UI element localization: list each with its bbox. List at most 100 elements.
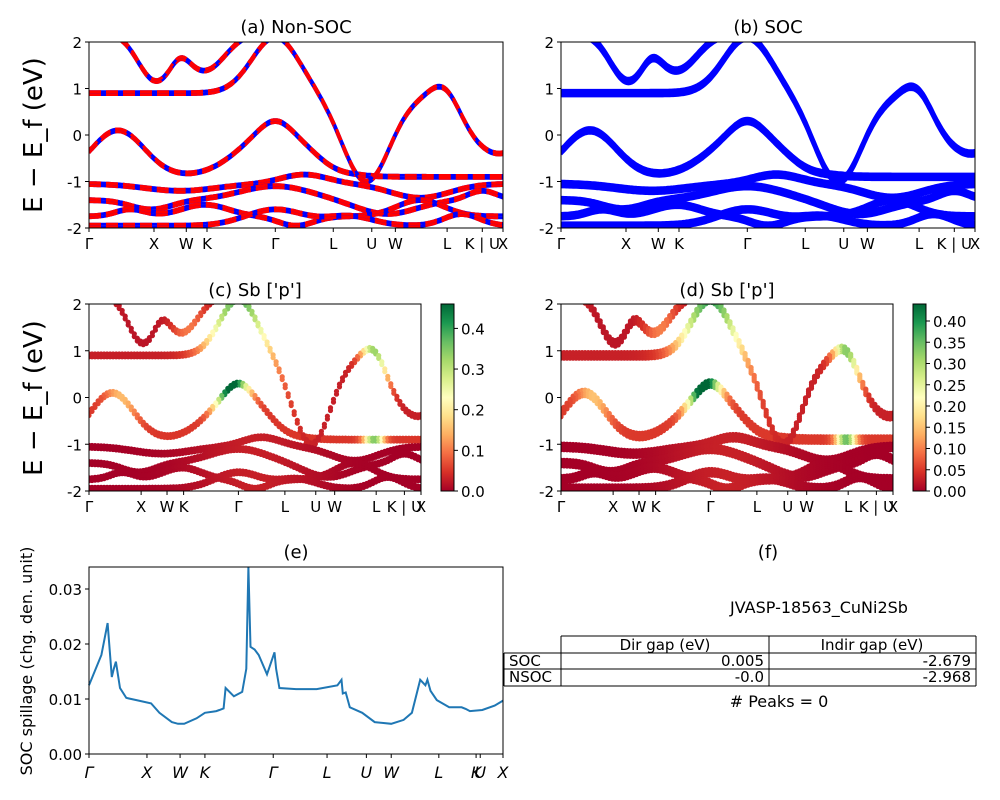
band-point bbox=[754, 380, 760, 387]
band-point bbox=[195, 314, 201, 320]
band-point bbox=[373, 348, 379, 354]
x-tick-label-b: Γ bbox=[557, 235, 566, 253]
band-point bbox=[561, 404, 567, 410]
band-point bbox=[318, 428, 324, 434]
gap-table: JVASP-18563_CuNi2Sb Dir gap (eV) Indir g… bbox=[503, 598, 977, 711]
colorbar-tick-label: 0.05 bbox=[933, 462, 966, 480]
band-point bbox=[219, 392, 225, 398]
table-col-header-indir: Indir gap (eV) bbox=[821, 636, 924, 654]
colorbar-tick-label: 0.0 bbox=[461, 483, 485, 501]
band-line-blue bbox=[561, 201, 975, 228]
band-point bbox=[845, 347, 851, 353]
band-point bbox=[246, 385, 252, 391]
band-point bbox=[745, 357, 751, 363]
band-line-red bbox=[89, 197, 503, 226]
y-axis-label-spillage: SOC spillage (chg. den. unit) bbox=[17, 547, 36, 776]
band-point bbox=[863, 386, 869, 392]
band-point bbox=[294, 417, 300, 423]
band-point bbox=[152, 324, 158, 330]
band-line-blue bbox=[594, 42, 713, 82]
peaks-count: # Peaks = 0 bbox=[730, 692, 829, 711]
band-line-blue bbox=[561, 206, 975, 227]
plot-frame-e bbox=[88, 566, 504, 755]
band-point bbox=[246, 304, 252, 310]
band-point bbox=[164, 318, 171, 324]
table-row-soc-label: SOC bbox=[509, 652, 541, 670]
colorbar-tick-label: 0.20 bbox=[933, 398, 966, 416]
x-tick-label-b: X bbox=[970, 235, 980, 253]
band-line-blue bbox=[561, 42, 975, 184]
band-point bbox=[624, 323, 631, 329]
band-point bbox=[352, 357, 358, 363]
band-point bbox=[594, 312, 600, 318]
y-tick-label-b: 1 bbox=[544, 81, 554, 99]
band-line-red bbox=[89, 171, 503, 198]
band-point bbox=[255, 320, 261, 326]
band-point bbox=[267, 345, 273, 351]
x-tick-label-b: W bbox=[860, 235, 875, 253]
band-point bbox=[213, 324, 219, 330]
band-point bbox=[342, 369, 349, 375]
x-tick-label-c: Γ bbox=[85, 498, 94, 516]
x-tick-label-a: W bbox=[388, 235, 403, 253]
x-tick-label-b: K | U bbox=[937, 235, 972, 253]
table-row-soc-dir: 0.005 bbox=[721, 652, 764, 670]
band-point bbox=[664, 317, 670, 323]
x-tick-label-d: W bbox=[799, 498, 814, 516]
spillage-line bbox=[88, 566, 504, 725]
band-point bbox=[397, 398, 403, 405]
band-point bbox=[394, 393, 400, 399]
band-point bbox=[204, 337, 210, 344]
y-axis-label-middle: E − E_f (eV) bbox=[19, 320, 49, 476]
band-point bbox=[125, 400, 131, 406]
band-point bbox=[119, 307, 125, 314]
band-point bbox=[391, 387, 397, 394]
x-tick-label-c: L bbox=[281, 498, 290, 516]
band-point bbox=[201, 341, 207, 347]
band-line-blue bbox=[592, 42, 715, 84]
band-point bbox=[92, 402, 98, 408]
band-point bbox=[594, 395, 600, 401]
band-point bbox=[685, 322, 691, 329]
band-point bbox=[733, 331, 739, 337]
band-line-blue bbox=[89, 118, 503, 177]
x-tick-label-b: L bbox=[801, 235, 810, 253]
band-point bbox=[890, 434, 893, 440]
band-point bbox=[860, 379, 866, 385]
band-point bbox=[679, 405, 685, 411]
band-point bbox=[108, 297, 113, 302]
band-line-red bbox=[89, 120, 503, 180]
band-point bbox=[285, 391, 291, 397]
table-row-nsoc-indir: -2.968 bbox=[923, 668, 971, 686]
band-point bbox=[890, 454, 893, 460]
band-point bbox=[122, 313, 128, 319]
x-tick-label-c: X bbox=[416, 498, 426, 516]
y-tick-label-e: 0.02 bbox=[49, 636, 82, 654]
band-point bbox=[736, 406, 742, 412]
band-line-red bbox=[89, 174, 503, 201]
band-line-red bbox=[119, 42, 244, 85]
x-tick-label-d: K | U bbox=[859, 498, 894, 516]
band-point bbox=[418, 455, 421, 461]
band-point bbox=[222, 389, 228, 395]
band-point bbox=[718, 304, 724, 308]
x-tick-label-c: K | U bbox=[387, 498, 422, 516]
band-point bbox=[216, 396, 222, 402]
band-point bbox=[376, 353, 382, 359]
colorbar-tick-label: 0.15 bbox=[933, 419, 966, 437]
band-point bbox=[694, 306, 700, 312]
band-point bbox=[219, 313, 225, 319]
y-tick-label-b: 0 bbox=[544, 127, 554, 145]
colorbar-tick-label: 0.3 bbox=[461, 361, 485, 379]
chart-title-c: (c) Sb ['p'] bbox=[208, 280, 302, 301]
x-tick-label-d: U bbox=[782, 498, 793, 516]
band-point bbox=[890, 410, 893, 416]
x-tick-label-a: K | U bbox=[465, 235, 500, 253]
band-point bbox=[742, 350, 748, 357]
band-point bbox=[872, 401, 878, 407]
band-point bbox=[730, 399, 736, 405]
band-point bbox=[89, 410, 92, 416]
y-tick-label-d: 1 bbox=[544, 343, 554, 361]
colorbar-d-ticks: 0.00 0.05 0.10 0.15 0.20 0.25 0.30 0.35 0.40 bbox=[926, 313, 966, 501]
